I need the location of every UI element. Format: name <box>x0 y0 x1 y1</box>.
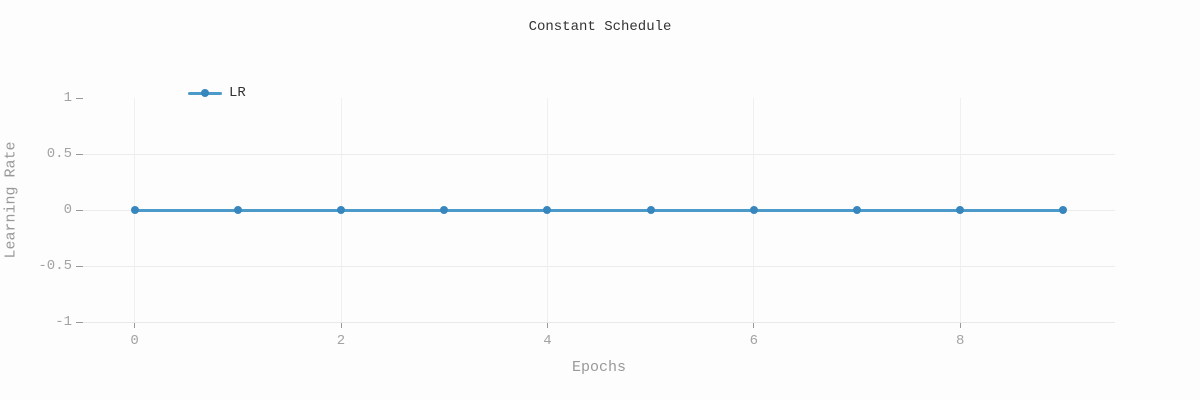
gridline-horizontal <box>83 153 1115 155</box>
chart-title: Constant Schedule <box>528 19 672 35</box>
y-axis-tick-label: -0.5 <box>38 258 72 274</box>
data-point-marker[interactable] <box>749 206 758 214</box>
x-axis-tick-label: 6 <box>749 333 758 349</box>
x-axis-tick <box>546 322 548 328</box>
y-axis-tick-label: 0 <box>63 202 72 218</box>
data-point-marker[interactable] <box>543 206 552 214</box>
y-axis-tick <box>76 321 83 323</box>
x-axis-tick-label: 0 <box>130 333 139 349</box>
legend-marker-dot-icon <box>201 89 209 97</box>
data-point-marker[interactable] <box>233 206 242 214</box>
data-point-marker[interactable] <box>1059 206 1068 214</box>
series-line-lr <box>134 208 1064 212</box>
y-axis-tick <box>76 265 83 267</box>
y-axis-tick-label: 0.5 <box>46 146 72 162</box>
legend-label: LR <box>229 85 246 101</box>
y-axis-tick <box>76 209 83 211</box>
x-axis-tick <box>959 322 961 328</box>
legend-item-lr[interactable]: LR <box>188 85 246 101</box>
x-axis-tick <box>753 322 755 328</box>
gridline-horizontal <box>83 265 1115 267</box>
x-axis-tick-label: 4 <box>543 333 552 349</box>
data-point-marker[interactable] <box>956 206 965 214</box>
x-axis-tick-label: 8 <box>955 333 965 349</box>
x-axis-title: Epochs <box>571 359 626 376</box>
x-axis-line <box>83 321 1115 323</box>
x-axis-tick <box>340 322 342 328</box>
data-point-marker[interactable] <box>853 206 861 214</box>
data-point-marker[interactable] <box>646 206 655 214</box>
y-axis-tick-label: -1 <box>55 314 72 330</box>
y-axis-tick <box>76 97 83 99</box>
data-point-marker[interactable] <box>440 206 449 214</box>
y-axis-tick-label: 1 <box>63 90 72 106</box>
data-point-marker[interactable] <box>337 206 345 214</box>
x-axis-tick <box>134 322 136 328</box>
legend-line-swatch <box>188 89 222 97</box>
data-point-marker[interactable] <box>130 206 139 214</box>
y-axis-tick <box>76 153 83 155</box>
x-axis-tick-label: 2 <box>336 333 346 349</box>
